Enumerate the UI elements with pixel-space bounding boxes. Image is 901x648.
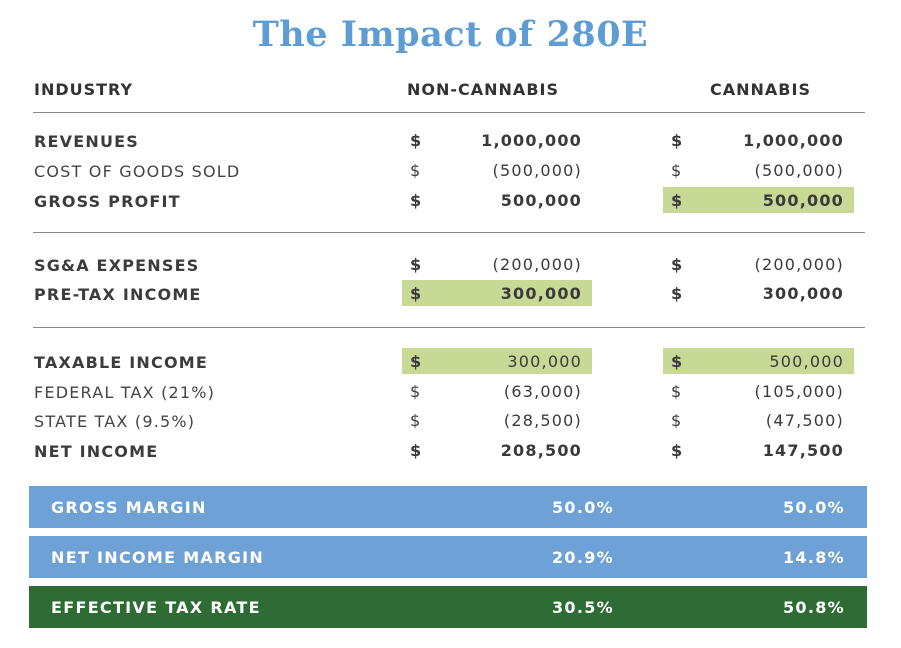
non-cannabis-cell: $1,000,000	[402, 127, 592, 153]
value: (105,000)	[754, 382, 844, 401]
value: 300,000	[762, 284, 844, 303]
value: 300,000	[500, 284, 582, 303]
band-label: EFFECTIVE TAX RATE	[51, 598, 261, 617]
cannabis-cell: $300,000	[663, 280, 854, 306]
band-value-non-cannabis: 50.0%	[551, 498, 614, 517]
band-value-cannabis: 50.8%	[782, 598, 845, 617]
table-row: GROSS PROFIT $500,000 $500,000	[0, 187, 901, 215]
table-row: REVENUES $1,000,000 $1,000,000	[0, 127, 901, 155]
value: (500,000)	[492, 161, 582, 180]
header-industry: INDUSTRY	[34, 80, 134, 99]
value: (63,000)	[503, 382, 582, 401]
dollar-sign: $	[410, 161, 422, 180]
table-row: COST OF GOODS SOLD $ (500,000) $ (500,000)	[0, 157, 901, 185]
header-non-cannabis: NON-CANNABIS	[407, 80, 559, 99]
header-cannabis: CANNABIS	[710, 80, 811, 99]
cannabis-cell: $1,000,000	[663, 127, 854, 153]
dollar-sign: $	[410, 284, 423, 303]
cannabis-cell: $ (500,000)	[663, 157, 854, 183]
value: 500,000	[500, 191, 582, 210]
row-label: COST OF GOODS SOLD	[34, 162, 241, 181]
dollar-sign: $	[410, 191, 423, 210]
row-label: TAXABLE INCOME	[34, 353, 209, 372]
row-label: NET INCOME	[34, 442, 159, 461]
band-label: NET INCOME MARGIN	[51, 548, 265, 567]
dollar-sign: $	[410, 382, 422, 401]
band-label: GROSS MARGIN	[51, 498, 207, 517]
summary-band-gross-margin: GROSS MARGIN 50.0% 50.0%	[29, 486, 867, 528]
cannabis-cell: $147,500	[663, 437, 854, 463]
dollar-sign: $	[671, 255, 684, 274]
dollar-sign: $	[671, 441, 684, 460]
value: (28,500)	[503, 411, 582, 430]
non-cannabis-cell-highlighted: $300,000	[402, 348, 592, 374]
row-label: REVENUES	[34, 132, 139, 151]
non-cannabis-cell: $ (500,000)	[402, 157, 592, 183]
band-value-non-cannabis: 20.9%	[551, 548, 614, 567]
non-cannabis-cell: $ (28,500)	[402, 407, 592, 433]
dollar-sign: $	[410, 411, 422, 430]
non-cannabis-cell: $208,500	[402, 437, 592, 463]
non-cannabis-cell-highlighted: $300,000	[402, 280, 592, 306]
value: (47,500)	[765, 411, 844, 430]
row-label: GROSS PROFIT	[34, 192, 181, 211]
cannabis-cell-highlighted: $500,000	[663, 187, 854, 213]
summary-band-effective-tax-rate: EFFECTIVE TAX RATE 30.5% 50.8%	[29, 586, 867, 628]
cannabis-cell: $ (47,500)	[663, 407, 854, 433]
dollar-sign: $	[671, 131, 684, 150]
table-row: NET INCOME $208,500 $147,500	[0, 437, 901, 465]
dollar-sign: $	[410, 255, 423, 274]
row-label: FEDERAL TAX (21%)	[34, 383, 216, 402]
value: 500,000	[769, 352, 844, 371]
band-value-cannabis: 50.0%	[782, 498, 845, 517]
table-row: PRE-TAX INCOME $300,000 $300,000	[0, 280, 901, 308]
value: 300,000	[507, 352, 582, 371]
table-row: TAXABLE INCOME $300,000 $500,000	[0, 348, 901, 376]
value: (500,000)	[754, 161, 844, 180]
row-label: STATE TAX (9.5%)	[34, 412, 196, 431]
dollar-sign: $	[410, 352, 423, 371]
dollar-sign: $	[410, 441, 423, 460]
divider	[33, 232, 865, 233]
dollar-sign: $	[671, 284, 684, 303]
summary-band-net-income-margin: NET INCOME MARGIN 20.9% 14.8%	[29, 536, 867, 578]
cannabis-cell-highlighted: $500,000	[663, 348, 854, 374]
divider	[33, 112, 865, 113]
value: 208,500	[500, 441, 582, 460]
row-label: SG&A EXPENSES	[34, 256, 200, 275]
cannabis-cell: $ (105,000)	[663, 378, 854, 404]
table-row: SG&A EXPENSES $ (200,000) $ (200,000)	[0, 251, 901, 279]
dollar-sign: $	[671, 191, 684, 210]
value: 500,000	[762, 191, 844, 210]
divider	[33, 327, 865, 328]
non-cannabis-cell: $500,000	[402, 187, 592, 213]
value: (200,000)	[492, 255, 582, 274]
dollar-sign: $	[671, 161, 683, 180]
value: 147,500	[762, 441, 844, 460]
page-title: The Impact of 280E	[252, 14, 649, 55]
dollar-sign: $	[671, 352, 684, 371]
non-cannabis-cell: $ (200,000)	[402, 251, 592, 277]
table-row: STATE TAX (9.5%) $ (28,500) $ (47,500)	[0, 407, 901, 435]
value: 1,000,000	[743, 131, 844, 150]
dollar-sign: $	[410, 131, 423, 150]
dollar-sign: $	[671, 382, 683, 401]
value: 1,000,000	[481, 131, 582, 150]
row-label: PRE-TAX INCOME	[34, 285, 202, 304]
band-value-non-cannabis: 30.5%	[551, 598, 614, 617]
dollar-sign: $	[671, 411, 683, 430]
non-cannabis-cell: $ (63,000)	[402, 378, 592, 404]
value: (200,000)	[754, 255, 844, 274]
table-row: FEDERAL TAX (21%) $ (63,000) $ (105,000)	[0, 378, 901, 406]
band-value-cannabis: 14.8%	[782, 548, 845, 567]
cannabis-cell: $ (200,000)	[663, 251, 854, 277]
